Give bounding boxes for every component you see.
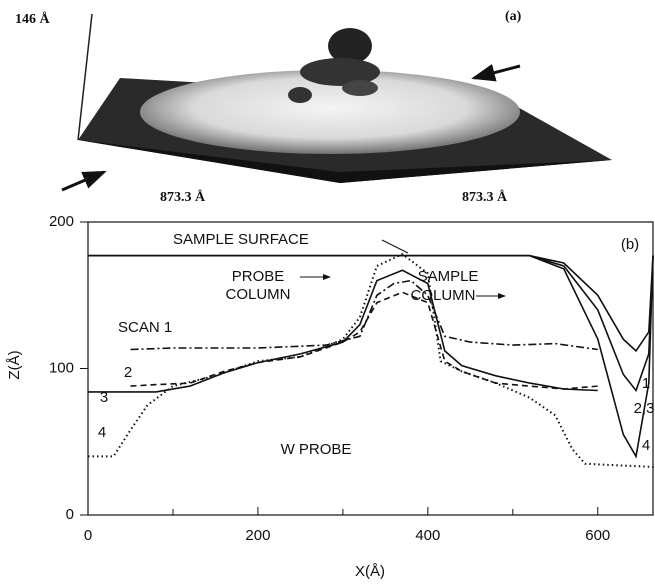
line bbox=[88, 253, 655, 468]
annotation: COLUMN bbox=[225, 286, 290, 303]
panel-label: (a) bbox=[505, 9, 522, 24]
line bbox=[88, 269, 598, 393]
leader bbox=[381, 239, 409, 254]
annotation: SCAN 1 bbox=[118, 319, 172, 336]
y-tick-label: 100 bbox=[49, 359, 74, 376]
annotation: SAMPLE bbox=[418, 268, 479, 285]
x-tick-label: 600 bbox=[585, 527, 610, 544]
annotation: 1 bbox=[642, 375, 650, 392]
annotation: W PROBE bbox=[281, 441, 352, 458]
annotation: PROBE bbox=[232, 268, 285, 285]
height-label: 146 Å bbox=[15, 11, 51, 27]
annotation: 4 bbox=[98, 424, 106, 441]
x-axis-label: X(Å) bbox=[355, 563, 385, 580]
annotation: 3 bbox=[100, 389, 108, 406]
line bbox=[88, 254, 654, 353]
line bbox=[88, 254, 654, 459]
annotation: 4 bbox=[642, 437, 650, 454]
line bbox=[88, 254, 654, 393]
y-tick-label: 0 bbox=[66, 506, 74, 523]
y-tick-label: 200 bbox=[49, 213, 74, 230]
annotation: 2,3 bbox=[634, 400, 655, 417]
annotation: (b) bbox=[621, 236, 639, 253]
x-tick-label: 200 bbox=[245, 527, 270, 544]
annotation: COLUMN bbox=[410, 287, 475, 304]
surface-image: 146 Å (a) 873.3 Å 873.3 Å bbox=[15, 9, 612, 205]
edge-label: 873.3 Å bbox=[160, 189, 206, 205]
plot-frame bbox=[87, 221, 654, 516]
line bbox=[130, 279, 598, 351]
x-tick-label: 400 bbox=[415, 527, 440, 544]
annotation: SAMPLE SURFACE bbox=[173, 231, 309, 248]
line bbox=[130, 291, 598, 390]
edge-label: 873.3 Å bbox=[462, 189, 508, 205]
y-axis-label: Z(Å) bbox=[6, 350, 23, 379]
x-tick-label: 0 bbox=[84, 527, 92, 544]
annotation: 2 bbox=[124, 364, 132, 381]
